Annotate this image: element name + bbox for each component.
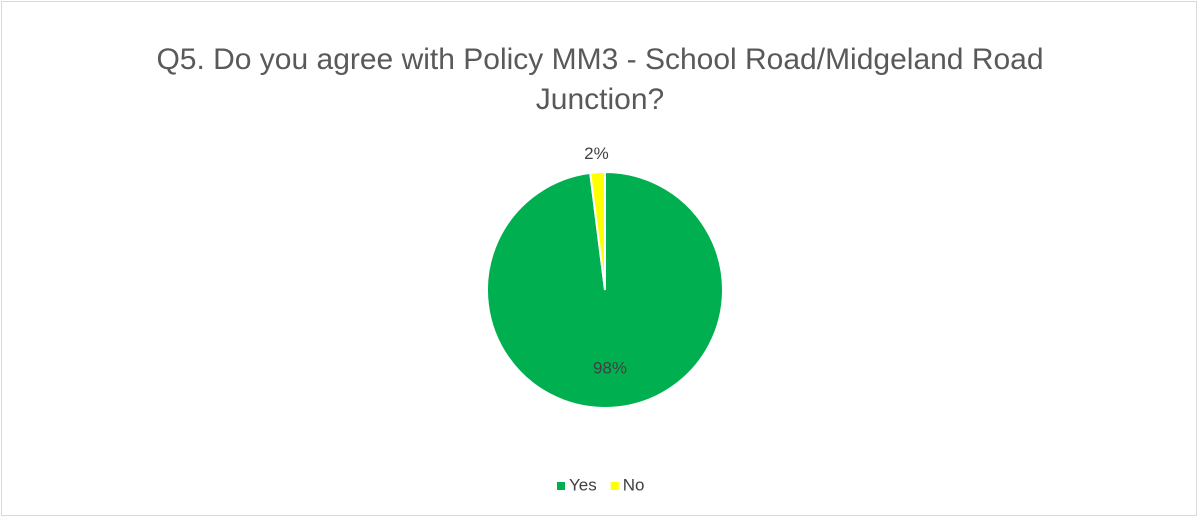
data-label: 98% [593,358,627,377]
legend-swatch [557,482,565,490]
data-label: 2% [584,144,609,163]
legend-label: No [623,475,645,494]
legend-swatch [610,482,619,490]
pie-slice [589,170,606,291]
legend-label: Yes [569,475,597,494]
chart-title: Q5. Do you agree with Policy MM3 - Schoo… [156,43,1044,116]
